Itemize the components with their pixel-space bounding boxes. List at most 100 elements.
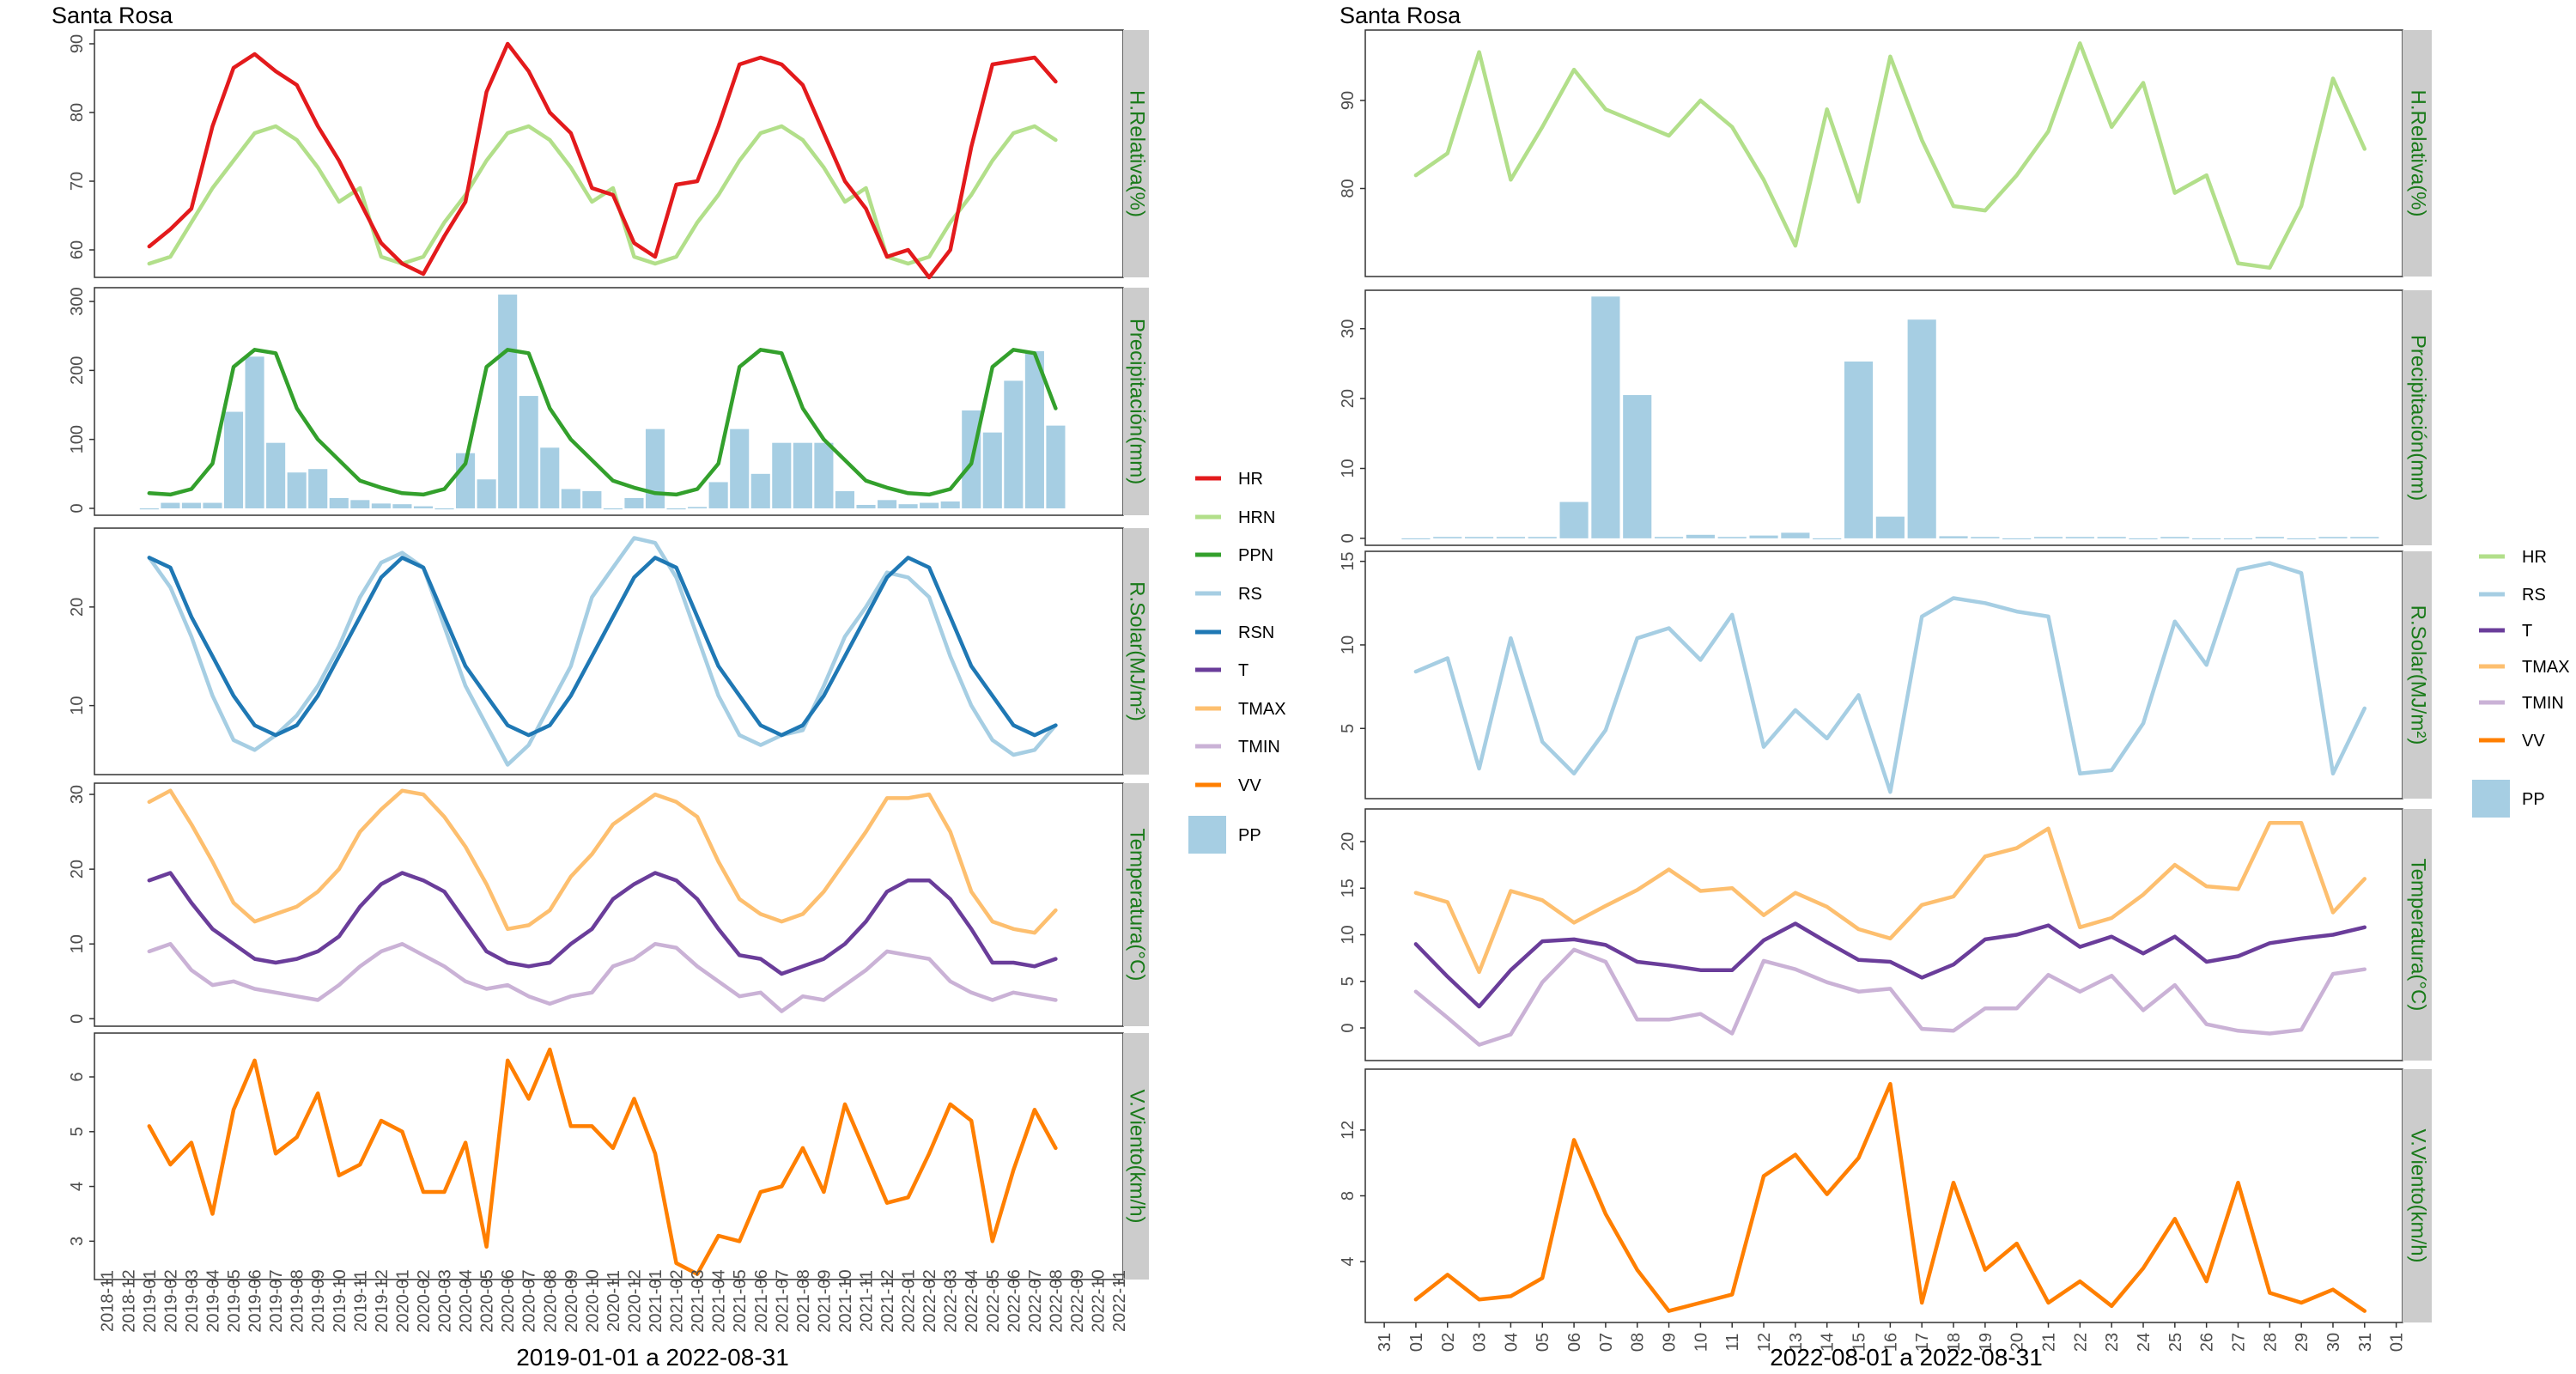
bar-pp (245, 356, 264, 508)
x-tick-label: 2019-10 (331, 1269, 349, 1332)
chart-title: Santa Rosa (52, 3, 173, 28)
x-tick-label: 13 (1787, 1333, 1806, 1352)
legend-label: PP (2522, 790, 2545, 809)
x-tick-label: 2020-09 (562, 1269, 581, 1332)
chart-title: Santa Rosa (1340, 3, 1461, 28)
bar-pp (666, 508, 686, 510)
x-tick-label: 2021-01 (647, 1269, 665, 1332)
legend-label: T (1238, 661, 1249, 680)
facet-strip-label: V.Viento(km/h) (1126, 1089, 1149, 1223)
series-line-t (147, 871, 1058, 976)
series-line-vv (147, 1047, 1058, 1276)
y-tick-label: 4 (68, 1182, 87, 1191)
x-tick-label: 2019-04 (204, 1269, 222, 1332)
x-tick-label: 22 (2071, 1333, 2090, 1352)
series-line-t (1413, 921, 2367, 1009)
x-tick-label: 2020-11 (605, 1270, 623, 1332)
bar-pp (161, 502, 180, 508)
legend-swatch-pp (1188, 816, 1226, 854)
series-line-hrn (147, 124, 1058, 266)
x-axis-title: 2019-01-01 a 2022-08-31 (516, 1344, 789, 1371)
x-tick-label: 21 (2040, 1333, 2059, 1352)
bar-pp (1401, 538, 1431, 540)
panel-2: R.Solar(MJ/m²) 10 20 (68, 527, 1149, 775)
y-tick-label: 15 (1339, 552, 1358, 571)
x-tick-label: 01 (1407, 1333, 1426, 1352)
legend: HR RS T TMAX TMIN VV PP (2472, 548, 2570, 818)
bar-pp (308, 469, 328, 508)
series-line-vv (1413, 1081, 2367, 1313)
x-tick-label: 2022-10 (1090, 1269, 1109, 1332)
x-tick-label: 28 (2261, 1333, 2280, 1352)
panel-2: R.Solar(MJ/m²) 5 10 15 (1339, 550, 2432, 799)
bar-pp (772, 442, 792, 508)
bar-pp (181, 502, 201, 508)
x-tick-label: 2021-08 (794, 1269, 813, 1332)
x-tick-label: 24 (2135, 1333, 2154, 1352)
facet-strip (2403, 30, 2432, 277)
legend-label: TMIN (2522, 694, 2564, 713)
bar-pp (2192, 538, 2221, 540)
legend-label: RS (1238, 585, 1262, 604)
x-tick-label: 2019-07 (267, 1269, 286, 1332)
x-tick-label: 25 (2166, 1333, 2185, 1352)
series-line-tmin (147, 941, 1058, 1013)
panel-3: Temperatura(°C) 0 5 10 15 20 (1339, 808, 2432, 1061)
facet-strip (2403, 551, 2432, 799)
x-tick-label: 2019-08 (289, 1269, 307, 1332)
x-tick-label: 04 (1502, 1333, 1521, 1352)
x-tick-label: 2022-05 (984, 1269, 1003, 1332)
x-tick-label: 2021-06 (752, 1269, 771, 1332)
bar-pp (1496, 537, 1525, 538)
bar-pp (1875, 516, 1905, 538)
bar-pp (878, 500, 897, 508)
bar-pp (730, 429, 750, 508)
panel-frame (1364, 289, 2403, 546)
bar-pp (2097, 537, 2126, 538)
bar-pp (1004, 380, 1024, 508)
x-tick-label: 23 (2103, 1333, 2122, 1352)
bar-pp (498, 295, 518, 508)
bar-pp (603, 508, 623, 510)
bar-pp (287, 472, 307, 508)
x-tick-label: 2021-10 (836, 1269, 855, 1332)
bar-pp (2350, 537, 2379, 538)
panel-frame (1364, 1068, 2403, 1323)
x-tick-label: 2021-07 (773, 1269, 792, 1332)
x-tick-label: 2019-09 (309, 1269, 328, 1332)
panel-frame (94, 1032, 1124, 1280)
series-line-ppn (147, 348, 1058, 497)
x-tick-label: 2020-02 (415, 1269, 434, 1332)
y-tick-label: 90 (68, 34, 87, 53)
y-tick-label: 60 (68, 240, 87, 259)
x-tick-label: 2019-01 (141, 1269, 160, 1332)
x-tick-label: 2022-01 (900, 1269, 919, 1332)
x-tick-label: 2018-12 (119, 1269, 138, 1332)
y-tick-label: 5 (1339, 724, 1358, 733)
x-tick-label: 2019-02 (161, 1269, 180, 1332)
x-tick-label: 06 (1565, 1333, 1584, 1352)
bar-pp (1528, 537, 1557, 538)
bar-pp (1465, 537, 1494, 538)
x-tick-label: 2020-10 (583, 1269, 602, 1332)
facet-strip (2403, 1069, 2432, 1322)
x-tick-label: 31 (1376, 1333, 1394, 1352)
x-tick-label: 14 (1819, 1333, 1838, 1352)
y-tick-label: 100 (68, 425, 87, 453)
y-tick-label: 5 (68, 1127, 87, 1136)
x-tick-label: 29 (2293, 1333, 2312, 1352)
x-tick-label: 2022-09 (1068, 1269, 1087, 1332)
facet-strip-label: H.Relativa(%) (2407, 89, 2430, 216)
x-tick-label: 2019-06 (246, 1269, 265, 1332)
bar-pp (1591, 296, 1620, 538)
x-tick-label: 2021-03 (689, 1269, 708, 1332)
bar-pp (1749, 535, 1778, 538)
bar-pp (688, 507, 708, 508)
bar-pp (139, 508, 159, 510)
bar-pp (708, 482, 728, 508)
legend-label: T (2522, 622, 2532, 641)
x-tick-label: 17 (1913, 1333, 1932, 1352)
left-chart: Santa RosaH.Relativa(%)60708090Precipita… (52, 3, 1286, 1371)
y-tick-label: 20 (68, 860, 87, 879)
